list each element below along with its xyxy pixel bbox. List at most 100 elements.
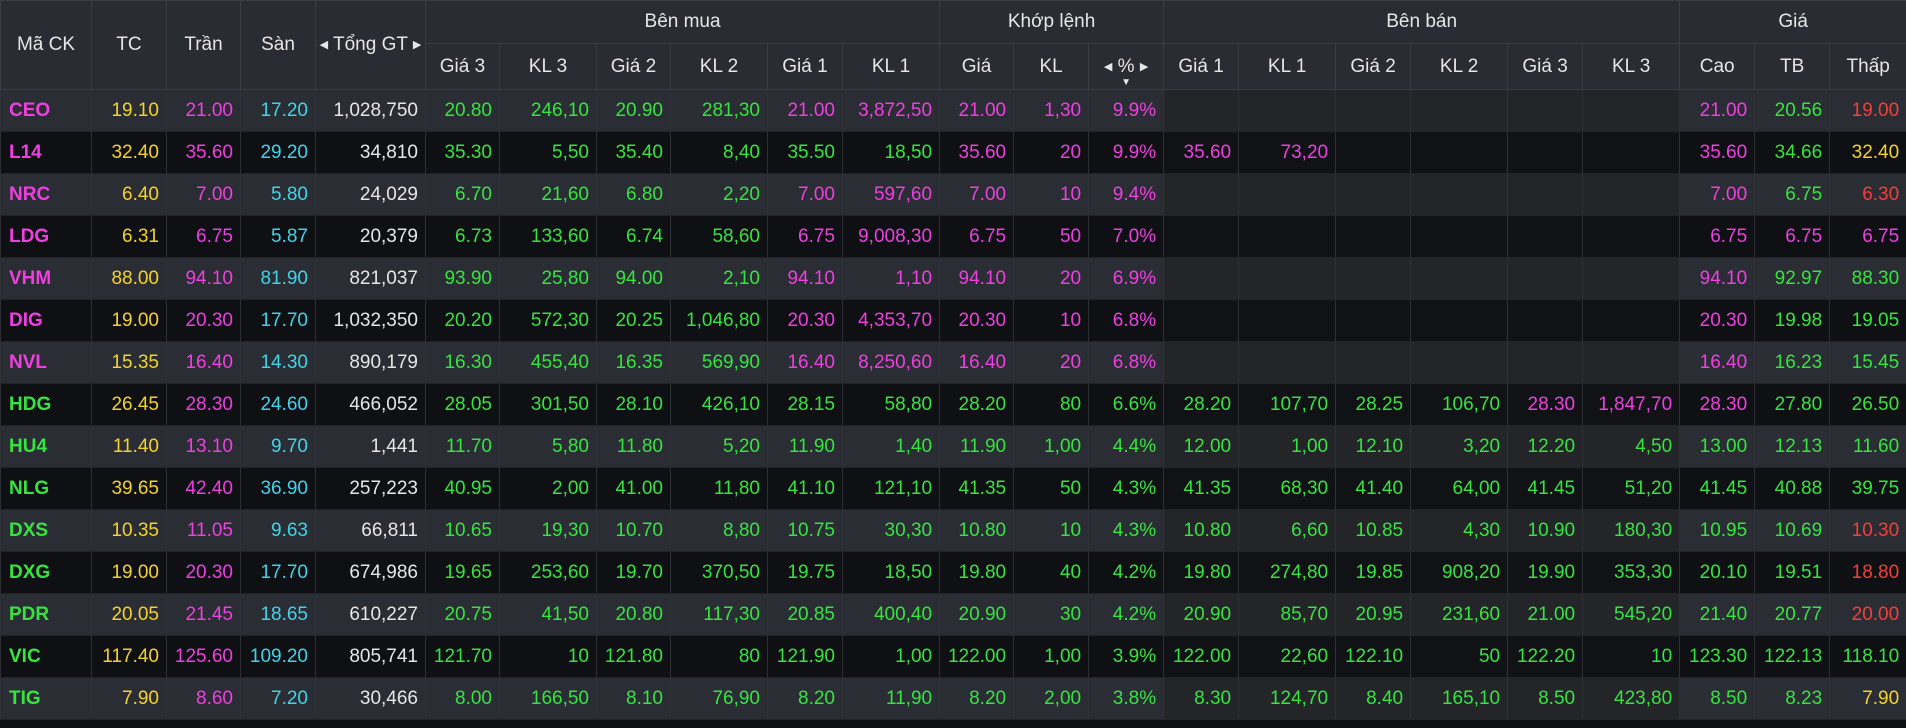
buy-vol-2-cell: 370,50 xyxy=(670,551,768,594)
col-header-low[interactable]: Thấp xyxy=(1829,43,1906,90)
col-header-ceiling[interactable]: Trần xyxy=(166,0,241,90)
sell-vol-1-cell: 22,60 xyxy=(1238,635,1337,678)
caret-right-icon[interactable]: ▶ xyxy=(1139,60,1149,73)
table-row[interactable]: L14 32.40 35.60 29.20 34,810 35.30 5,50 35.40 8,… xyxy=(0,131,1906,174)
col-header-sell-vol-3[interactable]: KL 3 xyxy=(1582,43,1681,90)
table-row[interactable]: DIG 19.00 20.30 17.70 1,032,350 20.20 572,30 20… xyxy=(0,299,1906,342)
sell-price-1-cell xyxy=(1163,215,1240,258)
sell-price-1-cell xyxy=(1163,341,1240,384)
symbol-cell[interactable]: NVL xyxy=(0,341,92,384)
board-body: CEO 19.10 21.00 17.20 1,028,750 20.80 246,10 20… xyxy=(0,89,1906,720)
symbol-cell[interactable]: VHM xyxy=(0,257,92,300)
ceiling-price-cell: 20.30 xyxy=(166,299,241,342)
sell-price-3-cell xyxy=(1507,89,1584,132)
col-header-sell-price-3[interactable]: Giá 3 xyxy=(1507,43,1584,90)
col-header-reference[interactable]: TC xyxy=(91,0,167,90)
table-row[interactable]: VHM 88.00 94.10 81.90 821,037 93.90 25,80 94.00… xyxy=(0,257,1906,300)
buy-vol-3-cell: 166,50 xyxy=(499,677,597,720)
sell-price-2-cell xyxy=(1335,299,1412,342)
symbol-cell[interactable]: PDR xyxy=(0,593,92,636)
col-header-sell-price-2[interactable]: Giá 2 xyxy=(1335,43,1412,90)
total-value-cell: 674,986 xyxy=(315,551,426,594)
match-vol-cell: 40 xyxy=(1013,551,1090,594)
col-header-symbol[interactable]: Mã CK xyxy=(0,0,92,90)
table-row[interactable]: DXS 10.35 11.05 9.63 66,811 10.65 19,30 10.70 8,… xyxy=(0,509,1906,552)
ceiling-price-cell: 13.10 xyxy=(166,425,241,468)
reference-price-cell: 20.05 xyxy=(91,593,167,636)
symbol-cell[interactable]: HU4 xyxy=(0,425,92,468)
table-row[interactable]: DXG 19.00 20.30 17.70 674,986 19.65 253,60 19.7… xyxy=(0,551,1906,594)
col-header-buy-price-1[interactable]: Giá 1 xyxy=(767,43,843,90)
col-header-high[interactable]: Cao xyxy=(1679,43,1756,90)
table-row[interactable]: VIC 117.40 125.60 109.20 805,741 121.70 10 121.… xyxy=(0,635,1906,678)
sell-price-3-cell: 28.30 xyxy=(1507,383,1584,426)
floor-price-cell: 9.70 xyxy=(240,425,316,468)
table-row[interactable]: HU4 11.40 13.10 9.70 1,441 11.70 5,80 11.80 5,20… xyxy=(0,425,1906,468)
symbol-cell[interactable]: DXG xyxy=(0,551,92,594)
sort-down-icon[interactable]: ▼ xyxy=(1121,77,1132,88)
col-header-match-price[interactable]: Giá xyxy=(939,43,1015,90)
buy-price-1-cell: 28.15 xyxy=(767,383,843,426)
buy-price-1-cell: 94.10 xyxy=(767,257,843,300)
col-header-sell-vol-1[interactable]: KL 1 xyxy=(1238,43,1337,90)
caret-right-icon[interactable]: ▶ xyxy=(412,39,422,52)
caret-left-icon[interactable]: ◀ xyxy=(319,39,329,52)
symbol-cell[interactable]: NLG xyxy=(0,467,92,510)
col-header-sell-vol-2[interactable]: KL 2 xyxy=(1410,43,1509,90)
sell-price-2-cell: 19.85 xyxy=(1335,551,1412,594)
col-header-average[interactable]: TB xyxy=(1754,43,1831,90)
buy-vol-3-cell: 41,50 xyxy=(499,593,597,636)
table-row[interactable]: CEO 19.10 21.00 17.20 1,028,750 20.80 246,10 20… xyxy=(0,89,1906,132)
sell-price-3-cell: 21.00 xyxy=(1507,593,1584,636)
col-header-match-vol[interactable]: KL xyxy=(1013,43,1090,90)
table-row[interactable]: NVL 15.35 16.40 14.30 890,179 16.30 455,40 16.3… xyxy=(0,341,1906,384)
table-row[interactable]: TIG 7.90 8.60 7.20 30,466 8.00 166,50 8.10 76,90… xyxy=(0,677,1906,720)
match-price-cell: 6.75 xyxy=(939,215,1015,258)
table-row[interactable]: NRC 6.40 7.00 5.80 24,029 6.70 21,60 6.80 2,20 7.… xyxy=(0,173,1906,216)
sell-price-3-cell: 12.20 xyxy=(1507,425,1584,468)
low-price-cell: 26.50 xyxy=(1829,383,1906,426)
total-value-cell: 1,441 xyxy=(315,425,426,468)
table-row[interactable]: LDG 6.31 6.75 5.87 20,379 6.73 133,60 6.74 58,60… xyxy=(0,215,1906,258)
symbol-cell[interactable]: HDG xyxy=(0,383,92,426)
table-row[interactable]: NLG 39.65 42.40 36.90 257,223 40.95 2,00 41.00 1… xyxy=(0,467,1906,510)
buy-vol-2-cell: 58,60 xyxy=(670,215,768,258)
buy-vol-2-cell: 80 xyxy=(670,635,768,678)
buy-price-1-cell: 35.50 xyxy=(767,131,843,174)
buy-price-1-cell: 19.75 xyxy=(767,551,843,594)
col-header-buy-price-2[interactable]: Giá 2 xyxy=(596,43,671,90)
symbol-cell[interactable]: DIG xyxy=(0,299,92,342)
sell-price-2-cell: 12.10 xyxy=(1335,425,1412,468)
symbol-cell[interactable]: DXS xyxy=(0,509,92,552)
sell-vol-3-cell: 1,847,70 xyxy=(1582,383,1681,426)
col-header-buy-vol-2[interactable]: KL 2 xyxy=(670,43,768,90)
buy-price-1-cell: 41.10 xyxy=(767,467,843,510)
symbol-cell[interactable]: VIC xyxy=(0,635,92,678)
ceiling-price-cell: 42.40 xyxy=(166,467,241,510)
symbol-cell[interactable]: L14 xyxy=(0,131,92,174)
table-row[interactable]: HDG 26.45 28.30 24.60 466,052 28.05 301,50 28.1… xyxy=(0,383,1906,426)
buy-price-3-cell: 6.73 xyxy=(425,215,500,258)
buy-vol-1-cell: 11,90 xyxy=(841,677,941,720)
sell-vol-3-cell xyxy=(1582,89,1681,132)
col-header-floor[interactable]: Sàn xyxy=(240,0,316,90)
table-row[interactable]: PDR 20.05 21.45 18.65 610,227 20.75 41,50 20.80… xyxy=(0,593,1906,636)
buy-vol-3-cell: 2,00 xyxy=(499,467,597,510)
col-header-sell-price-1[interactable]: Giá 1 xyxy=(1163,43,1240,90)
symbol-cell[interactable]: TIG xyxy=(0,677,92,720)
col-header-change-pct[interactable]: ◀ % ▶ ▼ xyxy=(1088,43,1165,90)
buy-vol-1-cell: 121,10 xyxy=(841,467,941,510)
col-header-buy-vol-1[interactable]: KL 1 xyxy=(841,43,941,90)
symbol-cell[interactable]: NRC xyxy=(0,173,92,216)
symbol-cell[interactable]: CEO xyxy=(0,89,92,132)
sell-vol-3-cell xyxy=(1582,299,1681,342)
buy-price-3-cell: 93.90 xyxy=(425,257,500,300)
col-header-buy-price-3[interactable]: Giá 3 xyxy=(425,43,500,90)
match-vol-cell: 1,30 xyxy=(1013,89,1090,132)
col-header-buy-vol-3[interactable]: KL 3 xyxy=(499,43,597,90)
symbol-cell[interactable]: LDG xyxy=(0,215,92,258)
buy-price-2-cell: 11.80 xyxy=(596,425,671,468)
total-value-cell: 805,741 xyxy=(315,635,426,678)
caret-left-icon[interactable]: ◀ xyxy=(1103,60,1113,73)
col-header-total-value[interactable]: ◀ Tổng GT ▶ xyxy=(315,0,426,90)
